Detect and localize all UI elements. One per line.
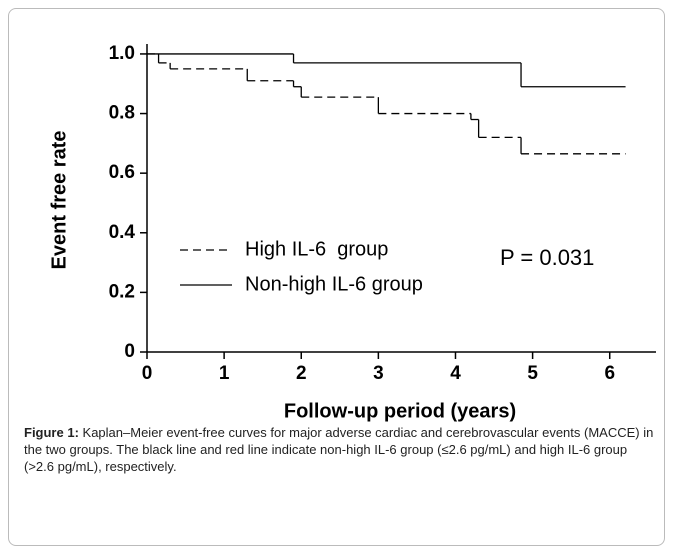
caption: Figure 1: Kaplan–Meier event-free curves…	[24, 424, 656, 475]
y-tick-label: 0.2	[109, 281, 135, 302]
y-tick-label: 0.8	[109, 103, 135, 124]
x-axis-label: Follow-up period (years)	[284, 400, 516, 422]
x-tick-label: 5	[527, 363, 538, 384]
caption-label: Figure 1:	[24, 425, 79, 440]
x-tick-label: 3	[373, 363, 384, 384]
x-tick-label: 6	[604, 363, 615, 384]
x-tick-label: 2	[296, 363, 307, 384]
figure-frame	[8, 8, 665, 546]
legend-label: Non-high IL-6 group	[245, 273, 423, 295]
caption-text: Kaplan–Meier event-free curves for major…	[24, 425, 654, 474]
x-tick-label: 4	[450, 363, 461, 384]
x-tick-label: 1	[219, 363, 230, 384]
y-axis-label: Event free rate	[48, 131, 70, 270]
x-tick-label: 0	[142, 363, 153, 384]
y-tick-label: 0.4	[109, 222, 136, 243]
p-value: P = 0.031	[500, 245, 594, 270]
y-tick-label: 1.0	[109, 43, 135, 64]
y-tick-label: 0	[124, 341, 135, 362]
legend-label: High IL-6 group	[245, 238, 388, 260]
y-tick-label: 0.6	[109, 162, 135, 183]
